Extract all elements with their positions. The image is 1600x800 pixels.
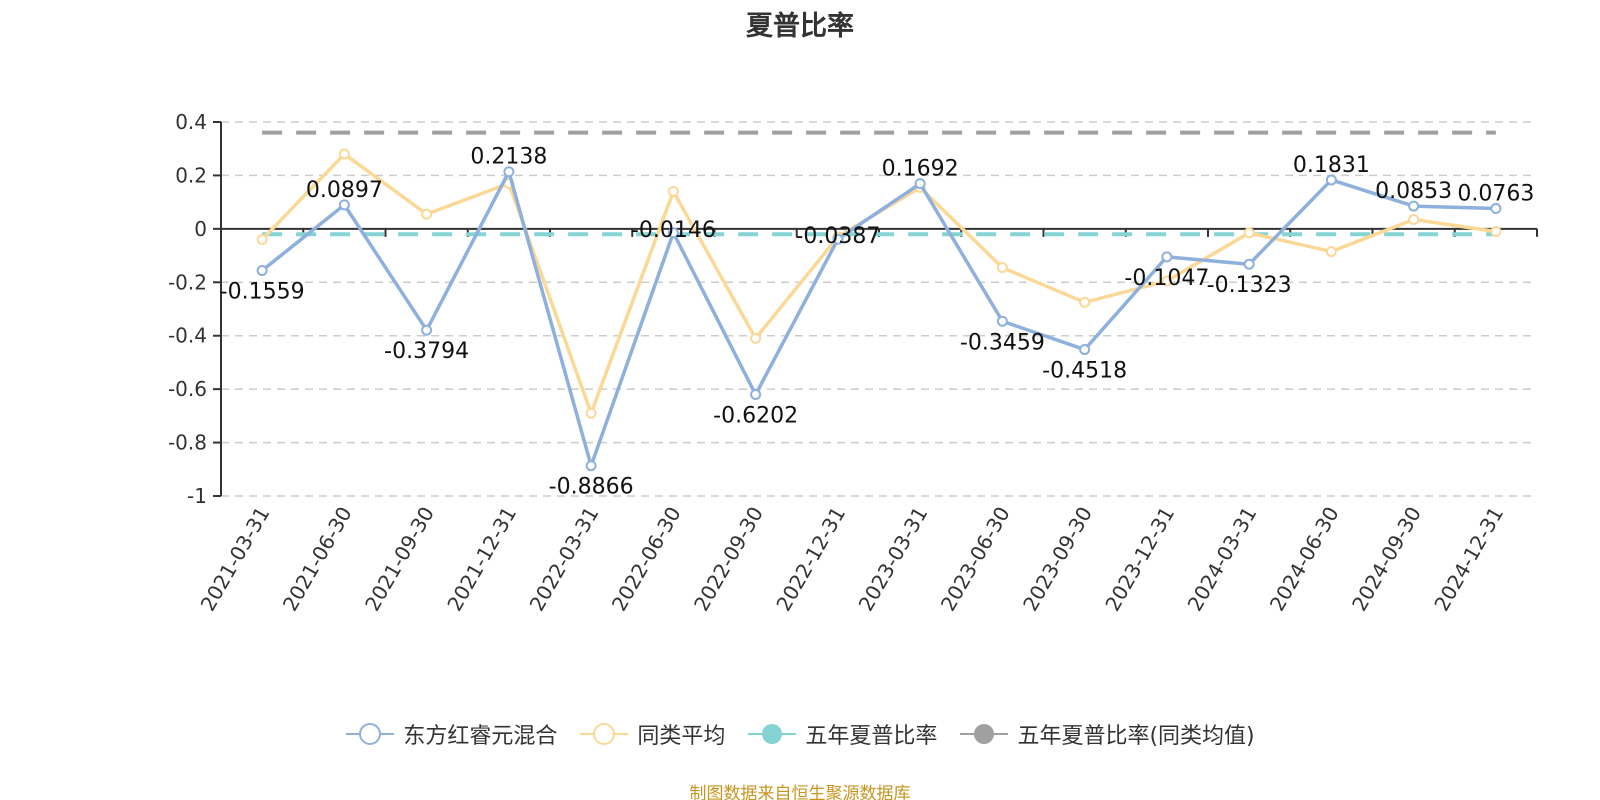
plot-area: 0.40.20-0.2-0.4-0.6-0.8-1 2021-03-31 2021… — [168, 110, 1538, 616]
data-label: -0.1323 — [1207, 273, 1292, 298]
data-point[interactable] — [503, 166, 515, 178]
x-tick-label: 2022-06-30 — [607, 503, 686, 616]
data-point[interactable] — [750, 389, 762, 401]
x-tick-label: 2023-12-31 — [1100, 503, 1179, 616]
legend-item-fund[interactable]: 东方红睿元混合 — [345, 718, 557, 750]
series-line — [260, 152, 1497, 415]
data-label: 0.0853 — [1375, 179, 1452, 204]
data-point[interactable] — [421, 324, 433, 336]
data-point[interactable] — [1079, 344, 1091, 356]
filled-circle-line-icon — [960, 724, 1009, 744]
data-label: 0.1831 — [1293, 153, 1370, 178]
y-tick-label: -0.2 — [168, 270, 207, 294]
data-point[interactable] — [914, 178, 926, 190]
data-point[interactable] — [667, 185, 679, 197]
y-tick-label: -1 — [187, 484, 207, 508]
source-note: 制图数据来自恒生聚源数据库 — [689, 784, 911, 800]
data-point[interactable] — [1243, 258, 1255, 270]
legend-label: 五年夏普比率(同类均值) — [1017, 724, 1255, 749]
x-tick-label: 2024-03-31 — [1183, 503, 1262, 616]
y-tick-label: -0.6 — [168, 377, 207, 401]
y-tick-label: -0.8 — [168, 431, 207, 455]
data-label: -0.1559 — [220, 280, 305, 305]
y-axis: 0.4 0.2 0 -0.2 -0.4 -0.6 -0.8 -1 — [168, 110, 222, 508]
x-tick-label: 2024-09-30 — [1347, 503, 1426, 616]
data-point[interactable] — [1490, 226, 1502, 238]
data-point[interactable] — [1161, 275, 1173, 287]
data-label: -0.0146 — [631, 218, 716, 243]
data-point[interactable] — [667, 227, 679, 239]
filled-circle-line-icon — [748, 724, 797, 744]
data-point[interactable] — [1161, 251, 1173, 263]
data-label: -0.3459 — [960, 330, 1045, 355]
x-tick-label: 2021-09-30 — [360, 503, 439, 616]
legend: 东方红睿元混合 同类平均 五年夏普比率 五年夏普比率(同类均值) — [0, 718, 1600, 750]
data-label: -0.8866 — [549, 475, 634, 500]
series-line — [261, 169, 1496, 468]
data-point[interactable] — [1243, 227, 1255, 239]
series-lines — [256, 148, 1502, 472]
data-point[interactable] — [585, 407, 597, 419]
data-point[interactable] — [256, 234, 268, 246]
data-point[interactable] — [1325, 246, 1337, 258]
x-tick-label: 2023-03-31 — [854, 503, 933, 616]
x-tick-label: 2021-12-31 — [442, 503, 521, 616]
y-tick-label: -0.4 — [168, 324, 207, 348]
data-label: 0.0897 — [306, 178, 383, 203]
y-tick-label: 0 — [194, 217, 207, 241]
x-tick-label: 2024-06-30 — [1265, 503, 1344, 616]
legend-item-five-year-sharpe-peer[interactable]: 五年夏普比率(同类均值) — [959, 718, 1255, 750]
legend-item-five-year-sharpe[interactable]: 五年夏普比率 — [747, 718, 937, 750]
data-point[interactable] — [750, 332, 762, 344]
hollow-circle-line-icon — [346, 723, 395, 745]
legend-label: 东方红睿元混合 — [403, 724, 558, 749]
data-point[interactable] — [996, 262, 1008, 274]
x-tick-label: 2021-06-30 — [278, 503, 357, 616]
x-tick-label: 2022-03-31 — [525, 503, 604, 616]
data-point[interactable] — [1490, 202, 1502, 214]
data-point[interactable] — [256, 265, 268, 277]
data-label: -0.6202 — [713, 404, 798, 429]
data-label: 0.2138 — [470, 145, 547, 170]
data-point[interactable] — [338, 148, 350, 160]
data-labels: -0.1559 0.0897 -0.3794 0.2138 -0.8866 -0.0146… — [220, 145, 1535, 500]
legend-label: 五年夏普比率 — [805, 724, 938, 749]
data-point[interactable] — [996, 315, 1008, 327]
data-point[interactable] — [338, 199, 350, 211]
hollow-circle-line-icon — [580, 723, 629, 745]
data-point[interactable] — [832, 233, 844, 245]
data-label: -0.4518 — [1042, 359, 1127, 384]
data-label: 0.0763 — [1457, 181, 1534, 206]
data-label: -0.0387 — [795, 224, 880, 249]
gridlines — [221, 121, 1537, 497]
data-point[interactable] — [585, 460, 597, 472]
y-tick-label: 0.2 — [175, 163, 207, 187]
x-tick-label: 2021-03-31 — [196, 503, 275, 616]
data-point[interactable] — [1325, 174, 1337, 186]
x-tick-label: 2022-12-31 — [771, 503, 850, 616]
legend-item-peer-average[interactable]: 同类平均 — [579, 718, 725, 750]
x-tick-label: 2024-12-31 — [1429, 503, 1508, 616]
data-point[interactable] — [1408, 200, 1420, 212]
data-point[interactable] — [1408, 214, 1420, 226]
data-point[interactable] — [421, 208, 433, 220]
data-label: -0.3794 — [384, 339, 469, 364]
x-tick-label: 2022-09-30 — [689, 503, 768, 616]
chart-title: 夏普比率 — [746, 11, 854, 42]
legend-label: 同类平均 — [637, 724, 726, 749]
data-label: -0.1047 — [1124, 266, 1209, 291]
reference-lines — [262, 130, 1496, 237]
x-tick-label: 2023-06-30 — [936, 503, 1015, 616]
data-point[interactable] — [1079, 296, 1091, 308]
x-tick-label: 2023-09-30 — [1018, 503, 1097, 616]
y-tick-label: 0.4 — [175, 110, 207, 134]
data-label: 0.1692 — [882, 157, 959, 182]
